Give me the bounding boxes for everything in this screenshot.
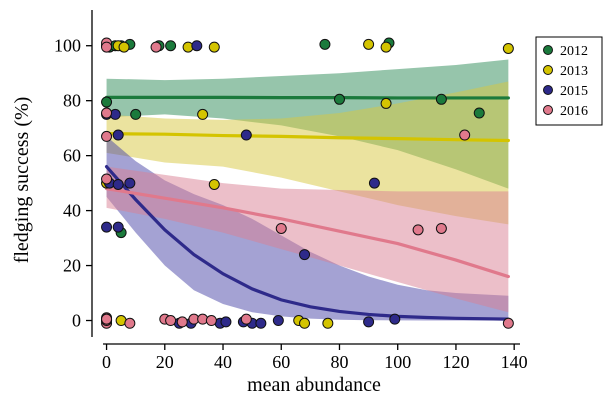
point-2016: [124, 317, 136, 329]
point-2013: [363, 38, 375, 50]
point-2015: [112, 129, 124, 141]
point-2013: [322, 317, 334, 329]
confidence-bands: [106, 59, 509, 321]
point-2013: [380, 97, 392, 109]
point-2016: [459, 129, 471, 141]
point-2016: [101, 173, 113, 185]
x-tick-label: 80: [330, 352, 348, 372]
legend-label-2015: 2015: [560, 84, 588, 99]
trend-line-2013: [104, 132, 510, 143]
y-tick-label: 20: [63, 256, 81, 276]
band-2015: [106, 136, 509, 321]
point-2016: [205, 315, 217, 327]
point-2015: [299, 249, 311, 261]
point-2016: [275, 222, 287, 234]
point-2015: [220, 316, 232, 328]
legend-marker-2013: [543, 65, 553, 75]
legend-label-2012: 2012: [560, 44, 588, 59]
legend-label-2016: 2016: [560, 104, 588, 119]
point-2015: [112, 221, 124, 233]
y-axis-label: fledging success (%): [11, 97, 33, 264]
legend: 2012 2013 2015 2016: [535, 36, 603, 126]
point-2013: [208, 178, 220, 190]
point-2013: [208, 41, 220, 53]
point-2016: [101, 107, 113, 119]
y-ticks: 0 20 40 60 80 100: [54, 36, 92, 331]
point-2012: [333, 93, 345, 105]
point-2013: [118, 41, 130, 53]
x-tick-label: 20: [156, 352, 174, 372]
point-2015: [112, 178, 124, 190]
legend-label-2013: 2013: [560, 64, 588, 79]
point-2012: [473, 107, 485, 119]
point-2015: [368, 177, 380, 189]
x-tick-label: 40: [214, 352, 232, 372]
point-2012: [130, 108, 142, 120]
x-tick-label: 60: [272, 352, 290, 372]
x-ticks: 0 20 40 60 80 100 120 140: [102, 344, 528, 372]
point-2015: [191, 40, 203, 52]
point-2012: [435, 93, 447, 105]
data-points: [101, 37, 514, 329]
point-2013: [380, 41, 392, 53]
y-tick-label: 0: [72, 311, 81, 331]
point-2013: [197, 108, 209, 120]
point-2013: [299, 317, 311, 329]
y-tick-label: 80: [63, 91, 81, 111]
band-2016: [106, 166, 509, 313]
legend-marker-2015: [543, 85, 553, 95]
y-tick-label: 100: [54, 36, 81, 56]
point-2016: [101, 130, 113, 142]
point-2016: [176, 316, 188, 328]
point-2015: [255, 317, 267, 329]
trend-line-2016: [104, 187, 510, 279]
x-tick-label: 0: [102, 352, 111, 372]
trend-line-2012: [104, 95, 510, 100]
point-2015: [124, 177, 136, 189]
point-2012: [165, 40, 177, 52]
legend-marker-2016: [543, 105, 553, 115]
point-2016: [435, 222, 447, 234]
point-2012: [319, 38, 331, 50]
point-2015: [101, 221, 113, 233]
point-2016: [412, 224, 424, 236]
x-tick-label: 120: [442, 352, 469, 372]
x-axis-label: mean abundance: [247, 374, 381, 396]
point-2016: [150, 41, 162, 53]
band-2013: [106, 81, 509, 225]
trend-line-2015: [104, 165, 510, 321]
point-2015: [363, 316, 375, 328]
point-2016: [165, 315, 177, 327]
y-tick-label: 60: [63, 146, 81, 166]
point-2016: [502, 317, 514, 329]
x-tick-label: 140: [501, 352, 528, 372]
point-2013: [502, 42, 514, 54]
point-2016: [240, 313, 252, 325]
axes: 0 20 40 60 80 100 120 140 0 20 40 60 80 100 mean abu…: [11, 10, 528, 396]
point-2016: [101, 41, 113, 53]
point-2015: [240, 129, 252, 141]
point-2015: [272, 315, 284, 327]
point-2012: [101, 96, 113, 108]
point-2016: [101, 313, 113, 325]
point-2015: [389, 313, 401, 325]
y-tick-label: 40: [63, 201, 81, 221]
legend-marker-2012: [543, 45, 553, 55]
x-tick-label: 100: [384, 352, 411, 372]
